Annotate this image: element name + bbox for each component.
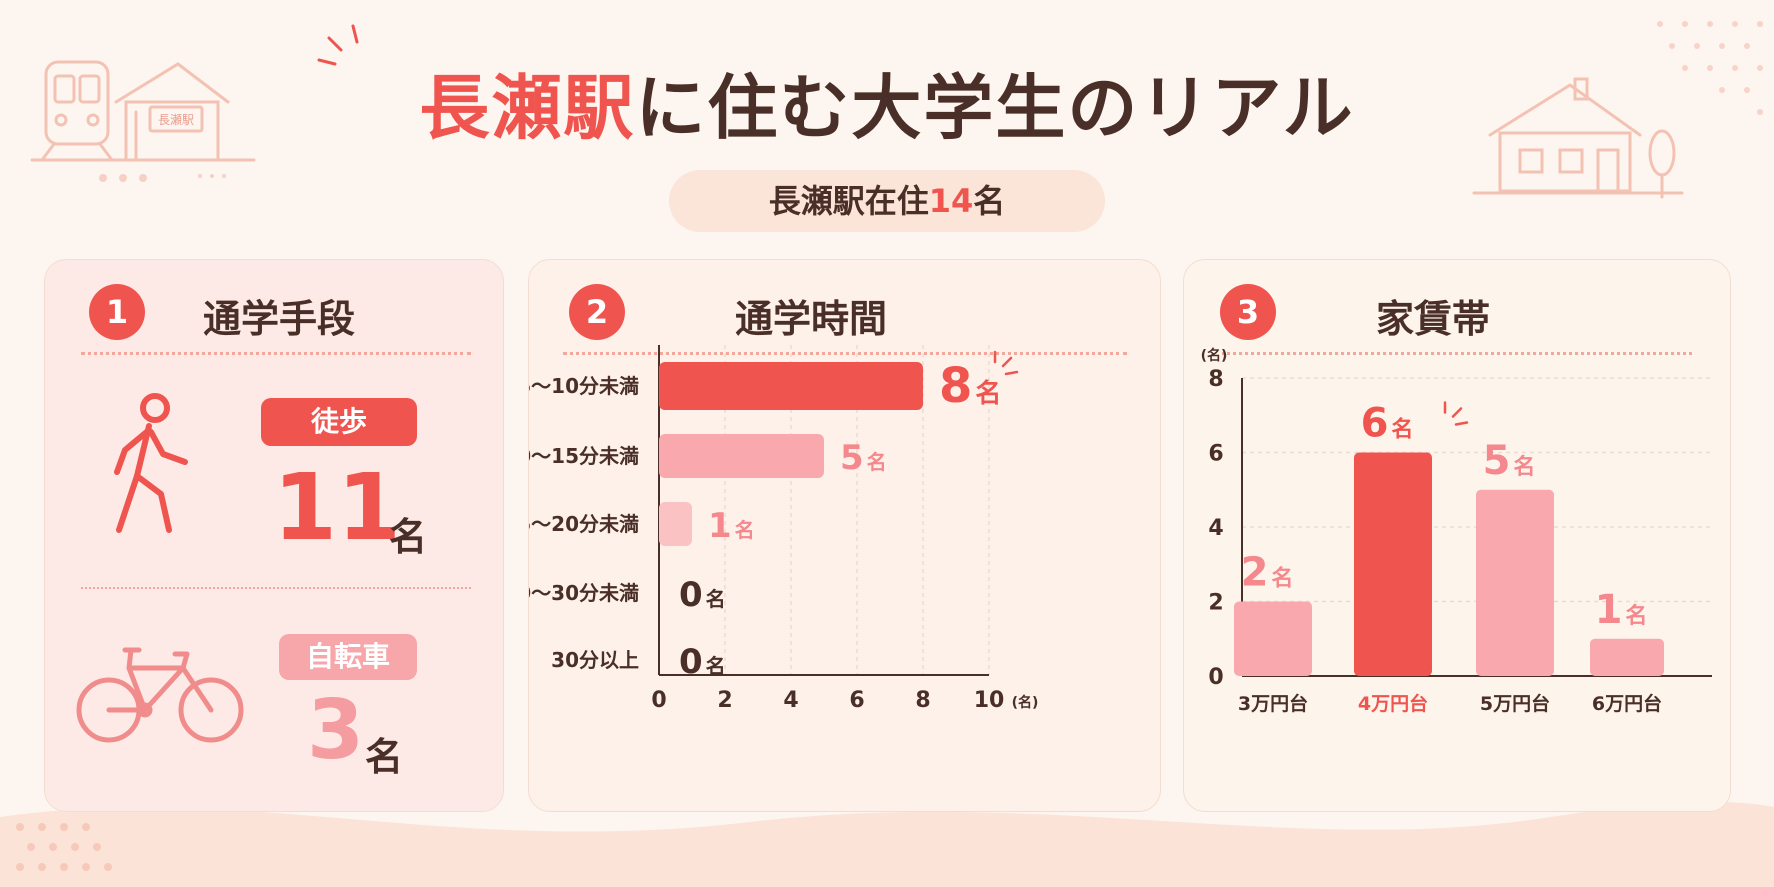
y-tick-label: 2 xyxy=(1208,591,1223,616)
category-label: 30分以上 xyxy=(551,648,639,672)
x-tick-label: 10 xyxy=(974,688,1005,713)
y-tick-label: 8 xyxy=(1208,367,1223,392)
data-label-value: 2 xyxy=(1241,550,1269,596)
data-label-unit: 名 xyxy=(867,450,887,474)
data-label-unit: 名 xyxy=(1513,454,1535,480)
panel-title: 通学手段 xyxy=(203,297,356,341)
panel-title: 家賃帯 xyxy=(1376,297,1491,341)
data-label-value: 1 xyxy=(1595,587,1623,633)
x-tick-label: 6 xyxy=(849,688,864,713)
data-label-unit: 名 xyxy=(1271,566,1293,592)
x-tick-label: 0 xyxy=(651,688,666,713)
dot-pattern-decoration xyxy=(1657,21,1763,115)
category-label: 6万円台 xyxy=(1592,692,1662,715)
data-label-value: 1 xyxy=(708,506,732,546)
rent-range-panel: 3 家賃帯 (名) 0 2 4 6 8 2 名 3万円台 6 名 4万円台 5 名 5万円台 1 名 6万円台 xyxy=(1183,259,1731,812)
x-tick-label: 2 xyxy=(717,688,732,713)
category-label: 5～10分未満 xyxy=(529,374,639,398)
category-label: 10～15分未満 xyxy=(529,444,639,468)
category-label: 20～30分未満 xyxy=(529,581,639,605)
page-title: 長瀬駅に住む大学生のリアル xyxy=(0,52,1774,153)
highlight-sparkle-icon xyxy=(993,350,1019,376)
data-label-value: 6 xyxy=(1361,401,1389,447)
category-label: 5万円台 xyxy=(1480,692,1550,715)
data-label-value: 0 xyxy=(679,642,703,682)
walking-person-icon xyxy=(114,393,188,533)
bar xyxy=(1590,638,1664,676)
mode-count-bicycle: 3 xyxy=(307,683,365,778)
mode-unit-bicycle: 名 xyxy=(365,735,404,779)
commute-time-panel: 2 通学時間 0246810(名)5～10分未満8名10～15分未満5名15～2… xyxy=(528,259,1161,812)
category-label: 15～20分未満 xyxy=(529,512,639,536)
commute-mode-panel: 1 通学手段 徒歩 11 名 自転車 3 名 xyxy=(44,259,504,812)
mode-label-walk: 徒歩 xyxy=(261,398,417,446)
mode-divider xyxy=(81,587,471,589)
data-label-value: 5 xyxy=(840,438,864,478)
data-label-unit: 名 xyxy=(706,654,726,678)
sparkle-title-icon xyxy=(317,24,359,66)
badge-count: 14 xyxy=(928,182,974,220)
data-label-value: 0 xyxy=(679,575,703,615)
panel-number-badge: 1 xyxy=(89,284,145,340)
highlight-sparkle-icon xyxy=(1443,401,1469,426)
data-label-value: 8 xyxy=(939,358,972,414)
badge-prefix: 長瀬駅在住 xyxy=(768,182,929,220)
panel-header: 2 通学時間 xyxy=(529,284,1160,344)
panel-divider xyxy=(563,352,1127,355)
panel-header: 3 家賃帯 xyxy=(1184,284,1730,344)
mode-unit-walk: 名 xyxy=(389,515,428,559)
data-label-unit: 名 xyxy=(706,587,726,611)
x-axis-label: (名) xyxy=(1012,694,1039,711)
x-tick-label: 8 xyxy=(915,688,930,713)
data-label-value: 5 xyxy=(1483,438,1511,484)
page-title-highlight: 長瀬駅 xyxy=(419,67,636,149)
bar xyxy=(1476,489,1554,676)
bicycle-icon xyxy=(76,647,244,743)
house-illustration xyxy=(1472,77,1684,199)
station-sign-text: 長瀬駅 xyxy=(158,113,194,127)
bottom-wave-decoration xyxy=(0,801,1774,887)
y-tick-label: 0 xyxy=(1208,665,1223,690)
panel-number-badge: 3 xyxy=(1220,284,1276,340)
category-label: 3万円台 xyxy=(1238,692,1308,715)
page-title-rest: に住む大学生のリアル xyxy=(635,67,1355,149)
bar xyxy=(1354,452,1432,676)
commute-time-bar-chart: 0246810(名)5～10分未満8名10～15分未満5名15～20分未満1名2… xyxy=(529,345,1039,713)
panel-number-badge: 2 xyxy=(569,284,625,340)
bar xyxy=(1234,601,1312,676)
y-axis-label: (名) xyxy=(1201,347,1228,364)
data-label-unit: 名 xyxy=(975,378,1001,409)
train-station-illustration: 長瀬駅 xyxy=(30,60,256,182)
y-tick-label: 4 xyxy=(1208,516,1223,541)
panel-divider xyxy=(81,352,471,355)
mode-label-bicycle: 自転車 xyxy=(279,634,417,680)
panel-header: 1 通学手段 xyxy=(45,284,503,344)
x-tick-label: 4 xyxy=(783,688,798,713)
panel-divider xyxy=(1222,352,1692,355)
panel-title: 通学時間 xyxy=(735,297,888,341)
mode-count-walk: 11 xyxy=(273,454,402,561)
data-label-unit: 名 xyxy=(1391,417,1413,443)
resident-count-badge: 長瀬駅在住14名 xyxy=(669,170,1105,232)
bar xyxy=(659,434,824,478)
category-label: 4万円台 xyxy=(1358,692,1428,715)
bar xyxy=(659,362,923,410)
y-tick-label: 6 xyxy=(1208,442,1223,467)
data-label-unit: 名 xyxy=(1625,603,1647,629)
badge-suffix: 名 xyxy=(973,182,1006,220)
data-label-unit: 名 xyxy=(735,518,755,542)
bar xyxy=(659,502,692,546)
